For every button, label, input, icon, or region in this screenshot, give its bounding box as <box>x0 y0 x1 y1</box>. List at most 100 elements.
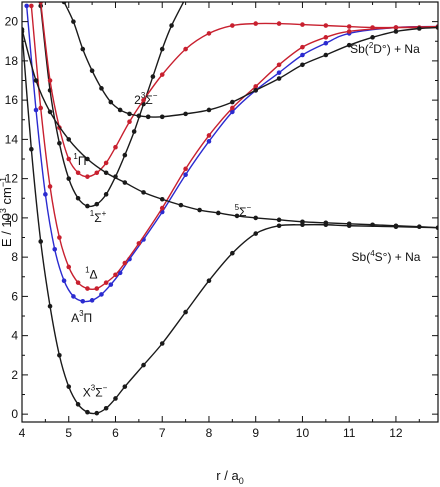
data-point <box>323 23 329 28</box>
data-point <box>52 246 58 252</box>
x-tick-label: 12 <box>389 426 403 440</box>
data-point <box>206 139 212 144</box>
data-point <box>150 74 156 79</box>
x-tick-label: 4 <box>19 426 26 440</box>
data-point <box>300 219 305 225</box>
series-line-5 <box>22 29 438 229</box>
data-point <box>131 129 137 134</box>
data-point <box>29 146 34 152</box>
y-tick-label: 0 <box>11 407 18 421</box>
data-point <box>113 144 118 150</box>
data-point <box>178 202 184 208</box>
data-point <box>75 195 81 201</box>
data-point <box>103 405 109 411</box>
data-point <box>94 170 100 176</box>
series-3 <box>38 2 185 209</box>
data-point <box>47 303 53 309</box>
series-line-6 <box>63 2 438 118</box>
data-point <box>346 29 352 34</box>
data-point <box>127 119 132 125</box>
data-point <box>47 78 53 83</box>
label-asym_lower: Sb(4S°) + Na <box>352 249 421 264</box>
data-point <box>75 402 81 407</box>
data-point <box>71 294 76 299</box>
label-3sigma: 23Σ− <box>134 91 158 107</box>
data-point <box>103 160 109 166</box>
data-point <box>29 3 34 9</box>
data-point <box>103 280 109 285</box>
y-tick-label: 6 <box>11 289 18 303</box>
data-point <box>183 111 188 117</box>
x-tick-label: 11 <box>343 426 356 440</box>
axis-labels: r / a0 E / 103 cm−1 <box>0 177 244 486</box>
data-point <box>253 88 259 93</box>
data-point <box>145 114 151 120</box>
data-point <box>94 286 100 291</box>
series-0 <box>22 29 438 416</box>
data-point <box>47 109 53 115</box>
data-point <box>38 105 43 111</box>
y-tick-label: 18 <box>5 54 19 68</box>
y-tick-label: 14 <box>5 132 19 146</box>
data-point <box>66 264 72 270</box>
data-point <box>230 99 235 105</box>
data-point <box>276 76 282 81</box>
data-point <box>99 292 104 297</box>
data-point <box>206 133 212 138</box>
label-a3pi: A3Π <box>71 309 92 325</box>
data-point <box>169 23 174 28</box>
data-point <box>234 213 240 219</box>
data-point <box>346 42 352 48</box>
data-point <box>75 280 81 285</box>
data-point <box>61 278 67 283</box>
data-point <box>393 25 399 30</box>
data-point <box>141 362 146 368</box>
data-point <box>183 309 188 315</box>
data-point <box>159 205 165 211</box>
label-1pi: 1Π <box>73 152 86 168</box>
data-point <box>276 70 282 75</box>
data-point <box>33 107 39 113</box>
data-point <box>80 298 86 304</box>
x-tick-label: 7 <box>159 426 166 440</box>
data-point <box>103 192 109 197</box>
data-point <box>85 156 90 162</box>
data-point <box>253 84 259 89</box>
data-point <box>183 172 188 178</box>
y-tick-label: 2 <box>11 368 18 382</box>
data-point <box>66 384 72 389</box>
series-1 <box>24 3 438 304</box>
data-point <box>117 107 123 113</box>
data-point <box>47 184 53 189</box>
x-axis-label: r / a0 <box>216 468 243 486</box>
data-point <box>159 46 165 52</box>
data-point <box>206 107 212 113</box>
data-point <box>230 109 235 115</box>
x-tick-label: 6 <box>112 426 119 440</box>
curves <box>22 2 438 416</box>
data-point <box>276 217 282 223</box>
data-point <box>103 170 109 176</box>
plot-frame <box>21 1 439 423</box>
data-point <box>57 352 62 358</box>
data-point <box>85 286 90 291</box>
data-point <box>370 35 375 40</box>
data-point <box>417 26 422 31</box>
data-point <box>66 176 72 181</box>
data-point <box>323 220 329 226</box>
data-point <box>75 170 81 176</box>
series-line-3 <box>40 2 185 208</box>
x-tick-label: 8 <box>206 426 213 440</box>
data-point <box>108 282 114 287</box>
data-point <box>300 62 305 68</box>
axis-ticks: 4 5 6 7 8 9 10 11 12 0 2 4 6 8 10 12 14 16 18 20 <box>5 2 438 440</box>
data-point <box>122 260 128 266</box>
data-point <box>323 40 329 46</box>
data-point <box>300 44 305 50</box>
curve-labels: X3Σ− A3Π 1Δ 1Σ+ 1Π 5Σ− 23Σ− Sb(2D°) + Na Sb(4S°)… <box>71 41 421 399</box>
data-point <box>136 241 142 246</box>
data-point <box>253 215 259 221</box>
data-point <box>24 3 29 9</box>
data-point <box>206 31 212 36</box>
data-point <box>417 224 422 230</box>
